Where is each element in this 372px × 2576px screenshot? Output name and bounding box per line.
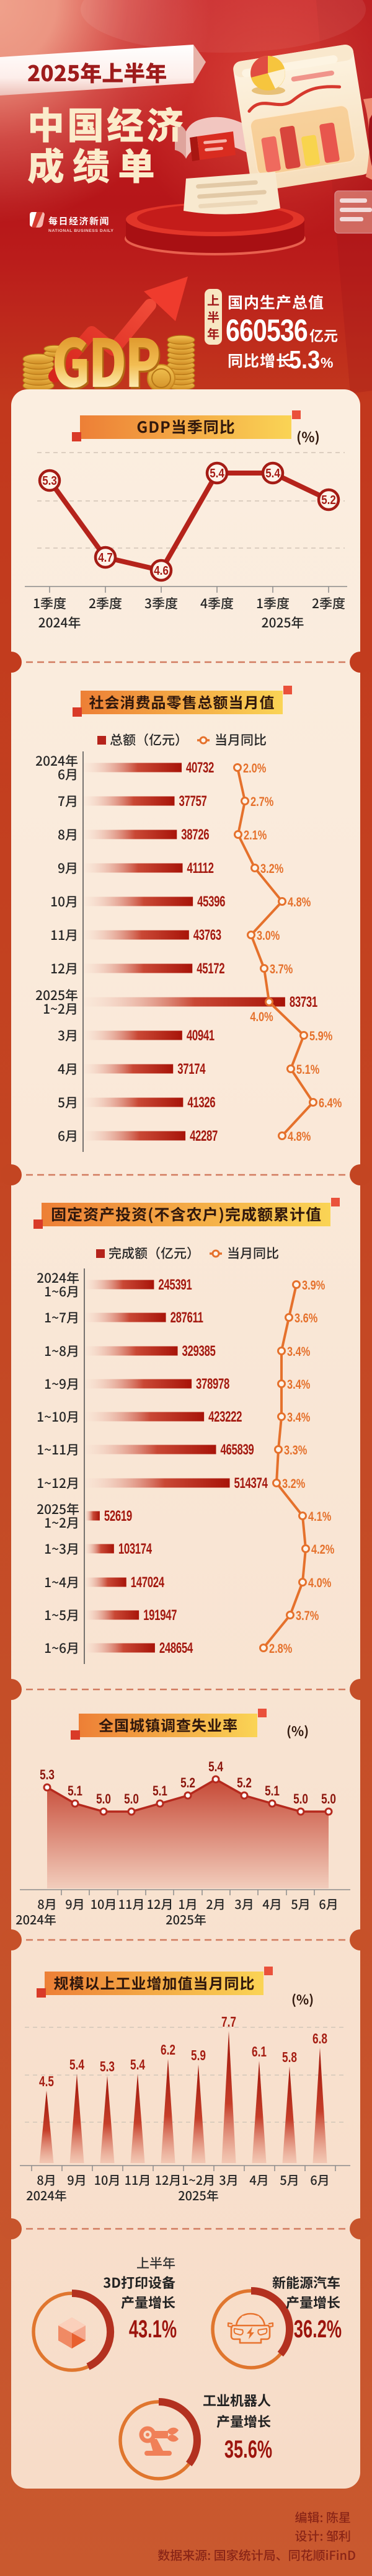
svg-text:3.0%: 3.0% xyxy=(257,928,280,942)
svg-text:41112: 41112 xyxy=(187,860,214,877)
svg-text:329385: 329385 xyxy=(182,1343,216,1360)
svg-text:%: % xyxy=(321,355,333,371)
svg-text:3.4%: 3.4% xyxy=(287,1344,311,1358)
svg-text:4.5: 4.5 xyxy=(39,2074,54,2090)
svg-text:40941: 40941 xyxy=(187,1027,215,1044)
svg-text:36.2%: 36.2% xyxy=(294,2316,342,2343)
svg-text:3.7%: 3.7% xyxy=(296,1608,319,1622)
svg-text:103174: 103174 xyxy=(118,1541,153,1557)
svg-text:2.1%: 2.1% xyxy=(244,828,267,842)
svg-text:35.6%: 35.6% xyxy=(224,2436,272,2463)
svg-text:5.1: 5.1 xyxy=(153,1784,167,1799)
svg-text:423222: 423222 xyxy=(208,1409,242,1425)
svg-text:4.7: 4.7 xyxy=(98,551,113,565)
svg-text:52619: 52619 xyxy=(104,1508,132,1525)
svg-text:37174: 37174 xyxy=(177,1061,206,1078)
svg-text:45172: 45172 xyxy=(197,960,224,977)
svg-text:43.1%: 43.1% xyxy=(129,2316,177,2343)
svg-text:4.0%: 4.0% xyxy=(250,1009,273,1024)
svg-text:514374: 514374 xyxy=(234,1475,268,1492)
svg-text:5.9: 5.9 xyxy=(191,2048,206,2064)
svg-text:2.8%: 2.8% xyxy=(269,1641,293,1655)
svg-text:41326: 41326 xyxy=(187,1094,215,1111)
svg-text:3.4%: 3.4% xyxy=(287,1410,311,1424)
svg-text:7.7: 7.7 xyxy=(221,2015,236,2030)
svg-text:5.3: 5.3 xyxy=(40,1768,55,1783)
svg-text:NATIONAL BUSINESS DAILY: NATIONAL BUSINESS DAILY xyxy=(48,229,113,233)
svg-text:5.0: 5.0 xyxy=(124,1792,139,1807)
svg-text:5.0: 5.0 xyxy=(321,1792,336,1807)
svg-text:378978: 378978 xyxy=(196,1376,229,1392)
svg-text:6.1: 6.1 xyxy=(252,2045,267,2060)
svg-text:37757: 37757 xyxy=(179,793,206,810)
svg-text:83731: 83731 xyxy=(290,994,317,1011)
svg-text:4.0%: 4.0% xyxy=(308,1575,332,1590)
svg-text:5.8: 5.8 xyxy=(282,2050,297,2066)
svg-text:245391: 245391 xyxy=(158,1277,192,1293)
svg-text:248654: 248654 xyxy=(159,1640,193,1657)
svg-text:6.2: 6.2 xyxy=(161,2043,175,2058)
svg-text:287611: 287611 xyxy=(170,1309,203,1326)
svg-text:147024: 147024 xyxy=(131,1574,165,1591)
svg-text:5.4: 5.4 xyxy=(69,2058,85,2073)
svg-text:3.2%: 3.2% xyxy=(282,1476,306,1490)
svg-text:5.4: 5.4 xyxy=(265,466,280,480)
svg-text:3.7%: 3.7% xyxy=(270,962,293,976)
svg-text:43763: 43763 xyxy=(193,927,221,944)
svg-text:45396: 45396 xyxy=(197,893,225,910)
svg-text:5.1%: 5.1% xyxy=(296,1062,320,1076)
svg-text:5.0: 5.0 xyxy=(96,1792,111,1807)
svg-text:5.0: 5.0 xyxy=(293,1792,308,1807)
svg-text:3.2%: 3.2% xyxy=(260,861,284,875)
svg-text:5.2: 5.2 xyxy=(237,1776,252,1791)
svg-text:465839: 465839 xyxy=(220,1441,254,1458)
svg-text:3.6%: 3.6% xyxy=(294,1311,318,1325)
svg-text:6.8: 6.8 xyxy=(312,2032,327,2047)
svg-text:5.4: 5.4 xyxy=(210,466,224,480)
svg-text:2.7%: 2.7% xyxy=(250,794,274,808)
svg-text:5.3: 5.3 xyxy=(100,2060,115,2075)
svg-text:5.1: 5.1 xyxy=(68,1784,82,1799)
svg-text:3.4%: 3.4% xyxy=(287,1377,311,1391)
svg-text:42287: 42287 xyxy=(190,1128,218,1144)
svg-text:3.9%: 3.9% xyxy=(302,1278,326,1292)
svg-text:191947: 191947 xyxy=(143,1607,177,1624)
svg-text:38726: 38726 xyxy=(181,826,209,843)
svg-text:5.2: 5.2 xyxy=(321,493,336,507)
svg-text:4.8%: 4.8% xyxy=(288,1129,311,1143)
svg-text:4.1%: 4.1% xyxy=(308,1509,332,1523)
svg-text:5.3: 5.3 xyxy=(42,474,57,488)
svg-text:3.3%: 3.3% xyxy=(284,1443,308,1457)
svg-text:660536: 660536 xyxy=(226,313,308,348)
svg-text:5.1: 5.1 xyxy=(265,1784,280,1799)
svg-text:2.0%: 2.0% xyxy=(243,761,267,775)
svg-text:5.4: 5.4 xyxy=(130,2058,146,2073)
svg-text:6.4%: 6.4% xyxy=(319,1095,342,1110)
svg-text:5.9%: 5.9% xyxy=(309,1029,333,1043)
svg-text:5.3: 5.3 xyxy=(289,346,320,374)
svg-text:4.6: 4.6 xyxy=(154,564,169,578)
svg-text:4.2%: 4.2% xyxy=(311,1542,335,1556)
svg-text:5.2: 5.2 xyxy=(180,1776,195,1791)
svg-text:5.4: 5.4 xyxy=(208,1759,223,1775)
svg-text:4.8%: 4.8% xyxy=(288,895,311,909)
svg-text:40732: 40732 xyxy=(186,759,214,776)
